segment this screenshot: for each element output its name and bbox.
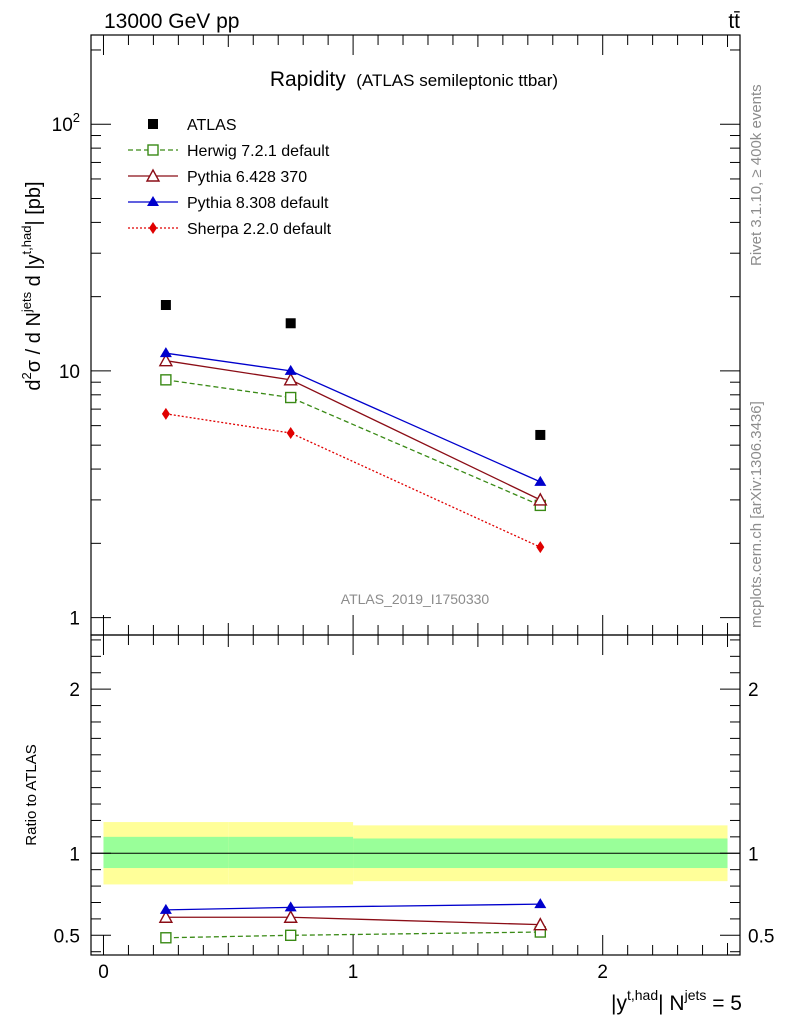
ratio-point-pythia-6-428-370 bbox=[533, 917, 548, 931]
ratio-y-tick-label-right: 1 bbox=[748, 844, 759, 865]
main-y-tick-label: 102 bbox=[52, 110, 80, 136]
x-tick-label: 1 bbox=[348, 962, 359, 983]
ratio-point-pythia-8-308-default bbox=[284, 901, 297, 912]
ratio-y-tick-label-right: 0.5 bbox=[748, 926, 774, 947]
legend-item-pythia-6-428-370: Pythia 6.428 370 bbox=[128, 168, 307, 186]
legend-marker-pythia-6-428-370 bbox=[145, 168, 161, 182]
chart-subtitle: (ATLAS semileptonic ttbar) bbox=[356, 71, 558, 90]
main-point-pythia-8-308-default bbox=[534, 475, 547, 486]
legend-item-herwig-7-2-1-default: Herwig 7.2.1 default bbox=[128, 143, 330, 160]
legend-label-herwig-7-2-1-default: Herwig 7.2.1 default bbox=[187, 143, 330, 160]
chart-title: Rapidity bbox=[270, 68, 346, 91]
legend-label-sherpa-2-2-0-default: Sherpa 2.2.0 default bbox=[187, 221, 332, 238]
x-axis-label: |yt,had| Njets = 5 bbox=[611, 987, 742, 1015]
legend-label-pythia-6-428-370: Pythia 6.428 370 bbox=[187, 169, 307, 186]
main-point-pythia-6-428-370 bbox=[283, 372, 298, 386]
ratio-point-pythia-8-308-default bbox=[534, 898, 547, 909]
x-tick-label: 0 bbox=[98, 962, 109, 983]
main-line-herwig-7-2-1-default bbox=[165, 379, 541, 506]
ratio-point-pythia-8-308-default bbox=[159, 903, 172, 914]
x-tick-labels: 0 1 2 bbox=[98, 962, 608, 983]
x-tick-label: 2 bbox=[597, 962, 608, 983]
main-line-sherpa-2-2-0-default bbox=[165, 413, 541, 548]
main-line-pythia-8-308-default bbox=[165, 352, 541, 483]
ratio-point-pythia-6-428-370 bbox=[158, 909, 174, 923]
process-label: tt̄ bbox=[728, 10, 740, 33]
main-point-sherpa-2-2-0-default bbox=[536, 541, 545, 554]
ratio-point-pythia-6-428-370 bbox=[283, 909, 298, 923]
main-point-pythia-6-428-370 bbox=[533, 492, 548, 506]
main-point-pythia-8-308-default bbox=[284, 364, 297, 375]
ratio-frame bbox=[90, 634, 741, 956]
legend-item-sherpa-2-2-0-default: Sherpa 2.2.0 default bbox=[128, 221, 332, 238]
ratio-y-tick-label-left: 0.5 bbox=[54, 926, 80, 947]
main-point-herwig-7-2-1-default bbox=[160, 374, 172, 386]
ratio-y-tick-label-left: 1 bbox=[69, 844, 80, 865]
legend-marker-atlas bbox=[148, 119, 158, 129]
main-y-tick-label: 1 bbox=[69, 609, 80, 630]
legend-marker-sherpa-2-2-0-default bbox=[149, 222, 157, 234]
ratio-y-tick-label-right: 2 bbox=[748, 680, 759, 701]
legend-label-pythia-8-308-default: Pythia 8.308 default bbox=[187, 195, 329, 212]
ratio-point-herwig-7-2-1-default bbox=[160, 932, 172, 944]
rivet-label: Rivet 3.1.10, ≥ 400k events bbox=[748, 84, 765, 266]
ratio-line-pythia-8-308-default bbox=[165, 903, 541, 911]
main-line-pythia-6-428-370 bbox=[165, 360, 541, 501]
main-point-pythia-8-308-default bbox=[159, 347, 172, 358]
ratio-line-pythia-6-428-370 bbox=[165, 916, 541, 926]
legend-marker-pythia-8-308-default bbox=[147, 196, 159, 206]
main-point-atlas bbox=[285, 318, 296, 329]
main-point-sherpa-2-2-0-default bbox=[161, 407, 170, 420]
legend-marker-herwig-7-2-1-default bbox=[147, 144, 159, 156]
ratio-point-herwig-7-2-1-default bbox=[284, 929, 297, 942]
main-panel: 1 10 102 Rapidity (ATLAS semileptonic ttba… bbox=[19, 34, 741, 636]
y-axis-label-ratio: Ratio to ATLAS bbox=[23, 744, 40, 845]
main-series-group bbox=[158, 300, 548, 554]
main-point-herwig-7-2-1-default bbox=[284, 391, 297, 404]
analysis-watermark: ATLAS_2019_I1750330 bbox=[341, 591, 490, 607]
legend-item-atlas: ATLAS bbox=[148, 117, 237, 134]
mcplots-label: mcplots.cern.ch [arXiv:1306.3436] bbox=[748, 401, 765, 628]
ratio-y-tick-label-left: 2 bbox=[69, 680, 80, 701]
main-y-tick-labels: 1 10 102 bbox=[52, 110, 80, 629]
ratio-panel: 0.5 0.5 1 1 2 2 0 1 2 Ratio to ATLAS |yt,had| N… bbox=[23, 634, 775, 1015]
main-ticks bbox=[91, 35, 740, 635]
legend-label-atlas: ATLAS bbox=[187, 117, 237, 134]
main-point-sherpa-2-2-0-default bbox=[286, 427, 295, 440]
ratio-ticks bbox=[91, 635, 740, 955]
ratio-band-inner bbox=[228, 836, 354, 869]
main-point-atlas bbox=[535, 429, 546, 440]
main-point-pythia-6-428-370 bbox=[158, 353, 174, 367]
main-y-tick-label: 10 bbox=[59, 362, 80, 383]
ratio-band-inner bbox=[103, 836, 229, 869]
legend: ATLAS Herwig 7.2.1 default Pythia 6.428 37… bbox=[128, 117, 332, 238]
y-axis-label-main: d2σ / d Njets d |yt,had| [pb] bbox=[19, 181, 45, 390]
main-point-atlas bbox=[160, 300, 171, 311]
legend-item-pythia-8-308-default: Pythia 8.308 default bbox=[128, 195, 329, 212]
chart-title-group: Rapidity (ATLAS semileptonic ttbar) bbox=[270, 68, 558, 91]
ratio-series-group bbox=[158, 898, 548, 944]
energy-label: 13000 GeV pp bbox=[104, 10, 239, 33]
ratio-y-tick-labels: 0.5 0.5 1 1 2 2 bbox=[54, 680, 775, 947]
